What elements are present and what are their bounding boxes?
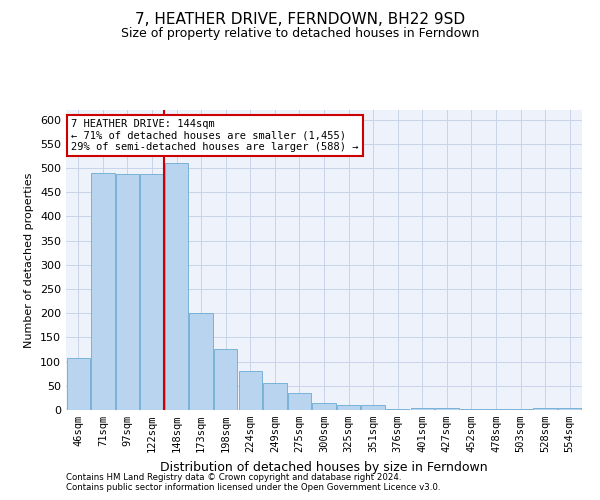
Bar (558, 408, 581, 410)
Bar (509, 409, 532, 410)
Text: Contains HM Land Registry data © Crown copyright and database right 2024.: Contains HM Land Registry data © Crown c… (66, 474, 401, 482)
Bar (214, 348, 238, 410)
Bar (91, 173, 115, 410)
Bar (361, 405, 385, 410)
Bar (386, 409, 409, 410)
Bar (67, 358, 90, 410)
Text: 7 HEATHER DRIVE: 144sqm
← 71% of detached houses are smaller (1,455)
29% of semi: 7 HEATHER DRIVE: 144sqm ← 71% of detache… (71, 119, 359, 152)
Bar (263, 384, 287, 410)
Bar (165, 163, 188, 410)
X-axis label: Distribution of detached houses by size in Ferndown: Distribution of detached houses by size … (160, 460, 488, 473)
Bar (140, 174, 164, 410)
Bar (484, 409, 508, 410)
Bar (190, 313, 213, 410)
Text: 7, HEATHER DRIVE, FERNDOWN, BH22 9SD: 7, HEATHER DRIVE, FERNDOWN, BH22 9SD (135, 12, 465, 28)
Bar (313, 402, 335, 410)
Text: Contains public sector information licensed under the Open Government Licence v3: Contains public sector information licen… (66, 484, 440, 492)
Bar (337, 405, 360, 410)
Bar (435, 408, 458, 410)
Bar (239, 372, 262, 410)
Bar (533, 408, 557, 410)
Y-axis label: Number of detached properties: Number of detached properties (25, 172, 34, 348)
Bar (410, 408, 434, 410)
Bar (460, 409, 483, 410)
Text: Size of property relative to detached houses in Ferndown: Size of property relative to detached ho… (121, 28, 479, 40)
Bar (116, 174, 139, 410)
Bar (288, 393, 311, 410)
